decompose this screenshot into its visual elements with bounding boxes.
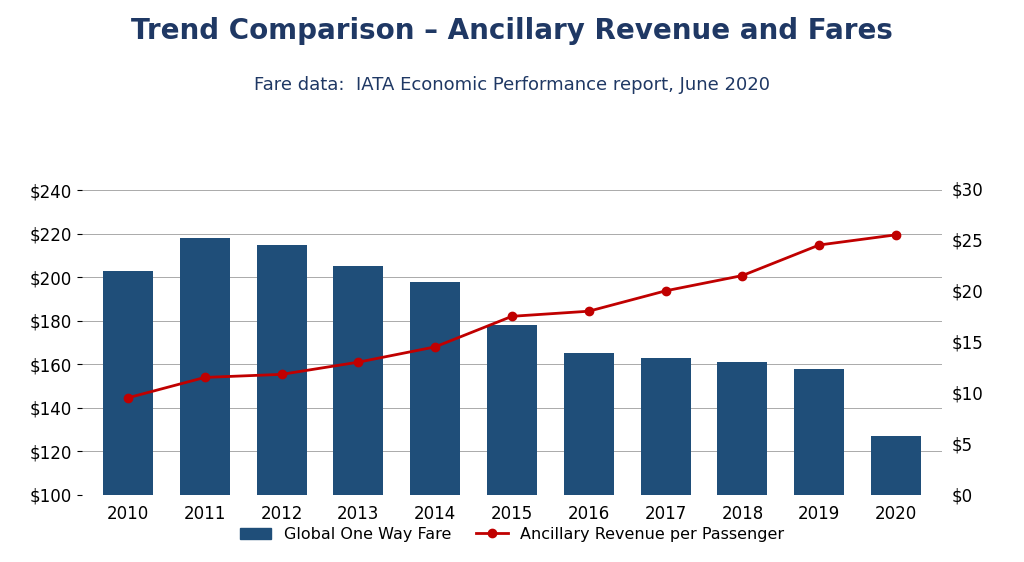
- Bar: [180, 238, 229, 495]
- Bar: [795, 369, 844, 495]
- Bar: [487, 325, 537, 495]
- Bar: [641, 357, 690, 495]
- Bar: [718, 362, 767, 495]
- Bar: [257, 244, 306, 495]
- Bar: [564, 353, 613, 495]
- Bar: [411, 282, 460, 495]
- Bar: [103, 271, 153, 495]
- Legend: Global One Way Fare, Ancillary Revenue per Passenger: Global One Way Fare, Ancillary Revenue p…: [233, 520, 791, 549]
- Bar: [334, 266, 383, 495]
- Bar: [871, 436, 921, 495]
- Text: Fare data:  IATA Economic Performance report, June 2020: Fare data: IATA Economic Performance rep…: [254, 76, 770, 94]
- Text: Trend Comparison – Ancillary Revenue and Fares: Trend Comparison – Ancillary Revenue and…: [131, 17, 893, 45]
